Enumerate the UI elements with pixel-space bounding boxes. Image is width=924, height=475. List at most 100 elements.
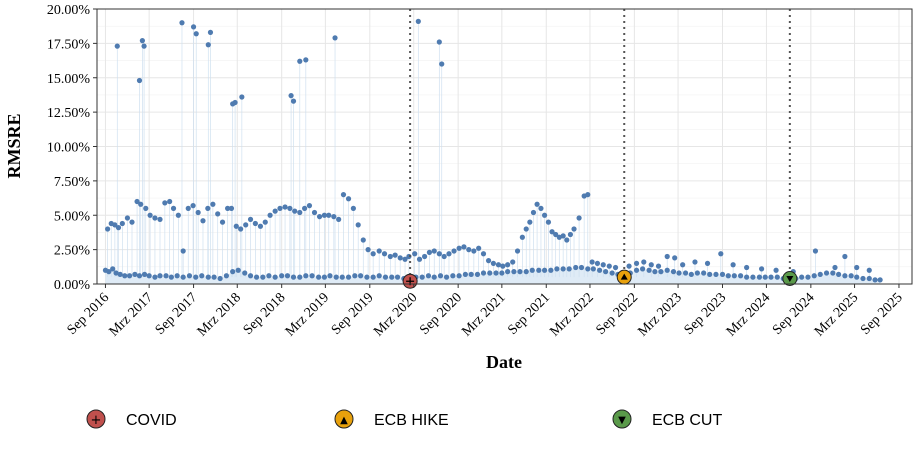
data-point-outlier	[136, 77, 143, 84]
data-point-baseline	[719, 271, 726, 277]
data-point-baseline	[536, 267, 542, 273]
data-point-baseline	[456, 273, 462, 279]
data-point-outlier	[205, 42, 211, 48]
data-point-upper	[397, 255, 403, 261]
data-point-baseline	[823, 270, 830, 276]
x-tick-label: Mrz 2019	[283, 290, 332, 339]
x-tick-label: Mrz 2024	[724, 290, 773, 339]
data-point-baseline	[106, 269, 112, 275]
data-point-upper	[426, 249, 433, 255]
data-point-upper	[589, 259, 595, 265]
y-tick-label: 15.00%	[47, 72, 91, 87]
data-point-baseline	[437, 273, 444, 279]
data-point-baseline	[848, 273, 854, 279]
data-point-upper	[812, 248, 819, 254]
x-tick-label: Sep 2019	[329, 290, 377, 338]
data-point-outlier	[207, 29, 214, 35]
data-point-upper	[306, 203, 313, 209]
y-tick-label: 0.00%	[54, 278, 91, 293]
data-point-upper	[210, 201, 216, 207]
data-point-upper	[233, 223, 239, 229]
x-tick-label: Sep 2016	[65, 290, 113, 338]
data-point-upper	[446, 251, 452, 257]
data-point-upper	[773, 267, 779, 273]
data-point-baseline	[633, 267, 640, 273]
data-point-baseline	[303, 273, 309, 279]
data-point-baseline	[180, 274, 186, 280]
legend-label-ecb-hike: ECB HIKE	[374, 412, 449, 429]
data-point-baseline	[136, 273, 143, 279]
data-point-baseline	[316, 274, 322, 280]
data-point-baseline	[290, 274, 297, 280]
data-point-upper	[331, 214, 337, 220]
data-point-outlier	[139, 38, 145, 44]
data-point-upper	[257, 223, 264, 229]
x-tick-label: Sep 2024	[770, 290, 818, 338]
data-point-baseline	[223, 273, 229, 279]
data-point-upper	[759, 266, 765, 272]
data-point-outlier	[179, 20, 185, 26]
data-point-upper	[219, 219, 226, 225]
x-tick-label: Sep 2025	[858, 290, 906, 338]
data-point-baseline	[110, 266, 116, 272]
data-point-upper	[842, 253, 848, 260]
data-point-upper	[326, 212, 332, 218]
data-point-baseline	[186, 273, 193, 279]
data-point-upper	[441, 253, 447, 260]
data-point-upper	[185, 205, 191, 211]
data-point-upper	[495, 262, 502, 268]
data-point-upper	[247, 216, 254, 222]
data-point-baseline	[217, 275, 223, 282]
data-point-baseline	[756, 274, 763, 280]
data-point-baseline	[805, 274, 811, 280]
data-point-baseline	[701, 270, 707, 276]
data-point-upper	[129, 219, 135, 225]
data-point-baseline	[284, 273, 291, 279]
data-point-outlier	[415, 18, 421, 24]
data-point-baseline	[585, 266, 591, 272]
y-tick-label: 12.50%	[47, 106, 91, 121]
data-point-upper	[692, 259, 698, 265]
data-point-upper	[527, 219, 533, 225]
data-point-baseline	[132, 271, 138, 277]
data-point-baseline	[682, 270, 689, 276]
data-point-baseline	[113, 270, 119, 276]
data-point-upper	[476, 245, 482, 251]
data-point-upper	[243, 222, 249, 228]
data-point-upper	[195, 209, 201, 216]
legend-label-covid: COVID	[126, 412, 177, 429]
data-point-baseline	[548, 267, 554, 273]
data-point-baseline	[117, 271, 123, 277]
data-point-baseline	[493, 270, 499, 276]
data-point-upper	[170, 205, 177, 211]
data-point-baseline	[168, 274, 174, 280]
data-point-upper	[641, 259, 647, 265]
data-point-upper	[730, 262, 736, 268]
x-tick-label: Mrz 2022	[547, 290, 596, 339]
data-point-baseline	[205, 274, 211, 280]
data-point-upper	[606, 263, 612, 269]
data-point-upper	[505, 262, 511, 268]
data-point-upper	[392, 252, 398, 258]
data-point-upper	[655, 263, 662, 269]
data-point-upper	[340, 192, 347, 198]
data-point-baseline	[511, 269, 517, 275]
data-point-baseline	[639, 266, 646, 272]
data-point-upper	[541, 212, 548, 218]
data-point-baseline	[676, 270, 682, 276]
triangle-down-icon	[786, 276, 794, 282]
data-point-upper	[200, 218, 206, 224]
data-point-baseline	[272, 274, 278, 280]
data-point-upper	[381, 251, 388, 257]
data-point-baseline	[235, 267, 241, 273]
data-point-baseline	[578, 264, 585, 271]
data-point-baseline	[370, 274, 376, 280]
legend-item-ecb-cut: ▼ ECB CUT	[612, 409, 722, 429]
data-point-baseline	[744, 274, 750, 280]
data-point-baseline	[750, 274, 756, 280]
data-point-upper	[471, 248, 477, 254]
data-point-upper	[387, 253, 393, 260]
x-tick-label: Sep 2023	[682, 290, 730, 338]
data-point-upper	[545, 219, 552, 225]
data-point-baseline	[425, 273, 432, 279]
